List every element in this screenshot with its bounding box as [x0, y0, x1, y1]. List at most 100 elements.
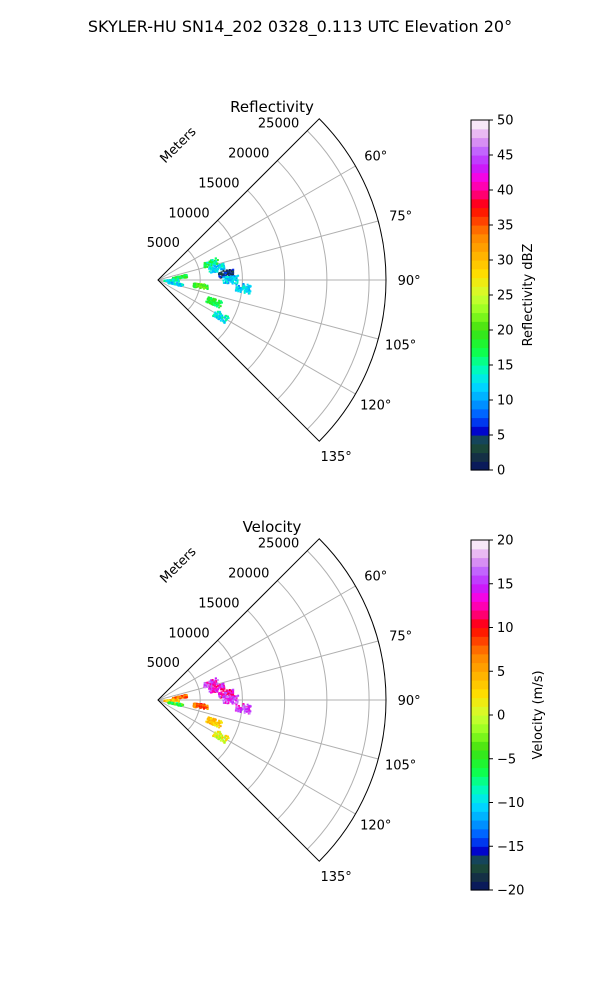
- radar-gate: [213, 718, 216, 721]
- radar-gate: [202, 286, 205, 289]
- radar-gate: [244, 290, 247, 293]
- radar-gate: [216, 690, 219, 693]
- radar-gate: [238, 287, 241, 290]
- radar-gate: [220, 264, 223, 267]
- azimuth-spoke: [157, 640, 379, 701]
- angle-tick-label: 120°: [360, 399, 391, 414]
- radar-gate: [183, 694, 186, 697]
- radar-gate: [214, 257, 217, 260]
- radar-gate: [237, 694, 240, 697]
- radar-gate: [204, 686, 207, 689]
- radar-gate: [218, 726, 221, 729]
- radar-gate: [212, 688, 215, 691]
- radar-gate: [232, 698, 235, 701]
- radar-gate: [223, 267, 226, 270]
- radar-gate: [208, 721, 211, 724]
- radar-gate: [237, 287, 240, 290]
- colorbar-segment: [471, 881, 489, 891]
- radar-gate: [164, 279, 167, 282]
- radar-gate: [214, 298, 217, 301]
- radar-gate: [219, 734, 222, 737]
- colorbar-segment: [471, 365, 489, 375]
- radar-gate: [179, 696, 182, 699]
- sector-outline: [157, 118, 387, 442]
- radar-gate: [217, 693, 220, 696]
- sector-outline: [157, 538, 387, 862]
- radar-gate: [203, 703, 206, 706]
- radar-gate: [208, 260, 211, 263]
- radar-gate: [175, 698, 178, 701]
- radar-gate: [216, 679, 219, 682]
- azimuth-spoke: [157, 585, 356, 701]
- colorbar-segment: [471, 163, 489, 174]
- radar-gate: [231, 272, 234, 275]
- radar-gate: [210, 691, 213, 694]
- radar-gate: [219, 739, 222, 742]
- radar-gate: [206, 288, 209, 291]
- radial-tick-label: 10000: [168, 206, 209, 221]
- radar-gate: [179, 276, 182, 279]
- colorbar-tick-label: −5: [497, 752, 516, 767]
- radar-gate: [203, 262, 206, 265]
- radar-gate: [181, 284, 184, 287]
- colorbar-segment: [471, 548, 489, 559]
- radar-gate: [241, 286, 244, 289]
- radial-tick-label: 10000: [168, 626, 209, 641]
- colorbar-segment: [471, 128, 489, 139]
- radar-gate: [176, 278, 179, 281]
- colorbar-tick-label: 35: [497, 219, 514, 234]
- radar-gate: [225, 314, 228, 317]
- radar-gate: [240, 708, 243, 711]
- radar-gate: [216, 688, 219, 691]
- radar-gate: [217, 686, 220, 689]
- radar-gate: [214, 683, 217, 686]
- radar-gate: [172, 697, 175, 700]
- radar-gate: [176, 699, 179, 702]
- radar-gate: [225, 699, 228, 702]
- radar-gate: [219, 733, 222, 736]
- radar-gate: [209, 263, 212, 266]
- radar-gate: [236, 700, 239, 703]
- radar-gate: [174, 697, 177, 700]
- reflectivity-panel: Reflectivity Meters 5000 10000 15000 20000 2…: [147, 98, 536, 479]
- radar-gate: [216, 685, 219, 688]
- radar-gate: [214, 304, 217, 307]
- colorbar-segment: [471, 286, 489, 296]
- colorbar-segment: [471, 575, 489, 585]
- radar-gate: [249, 290, 252, 293]
- colorbar-segment: [471, 303, 489, 314]
- colorbar-segment: [471, 732, 489, 742]
- radar-gate: [245, 286, 248, 289]
- colorbar-tick-label: 15: [497, 359, 514, 374]
- radar-gate: [200, 704, 203, 707]
- radar-gate: [202, 706, 205, 709]
- radar-gate: [216, 270, 219, 273]
- radar-gate: [236, 279, 239, 282]
- radar-gate: [217, 316, 220, 319]
- radial-tick-label: 25000: [258, 537, 299, 552]
- radar-gate: [225, 734, 228, 737]
- radar-gate: [212, 263, 215, 266]
- radar-gate: [212, 720, 215, 723]
- radar-gate: [210, 268, 213, 271]
- radar-gate: [219, 686, 222, 689]
- radar-gate: [211, 687, 214, 690]
- radar-gate: [215, 265, 218, 268]
- radar-gate: [234, 697, 237, 700]
- radar-gate: [176, 279, 179, 282]
- radar-gate: [217, 301, 220, 304]
- radar-gate: [231, 701, 234, 704]
- colorbar-segment: [471, 207, 489, 217]
- radar-gate: [236, 286, 239, 289]
- radar-gate: [222, 696, 225, 699]
- colorbar-segment: [471, 750, 489, 760]
- radar-gate: [237, 284, 240, 287]
- radar-gate: [229, 278, 232, 281]
- radar-gate: [212, 721, 215, 724]
- radar-gate: [225, 317, 228, 320]
- radar-gate: [206, 284, 209, 287]
- colorbar-segment: [471, 662, 489, 672]
- radar-gate: [203, 683, 206, 686]
- radar-gate: [232, 688, 235, 691]
- radar-gate: [197, 285, 200, 288]
